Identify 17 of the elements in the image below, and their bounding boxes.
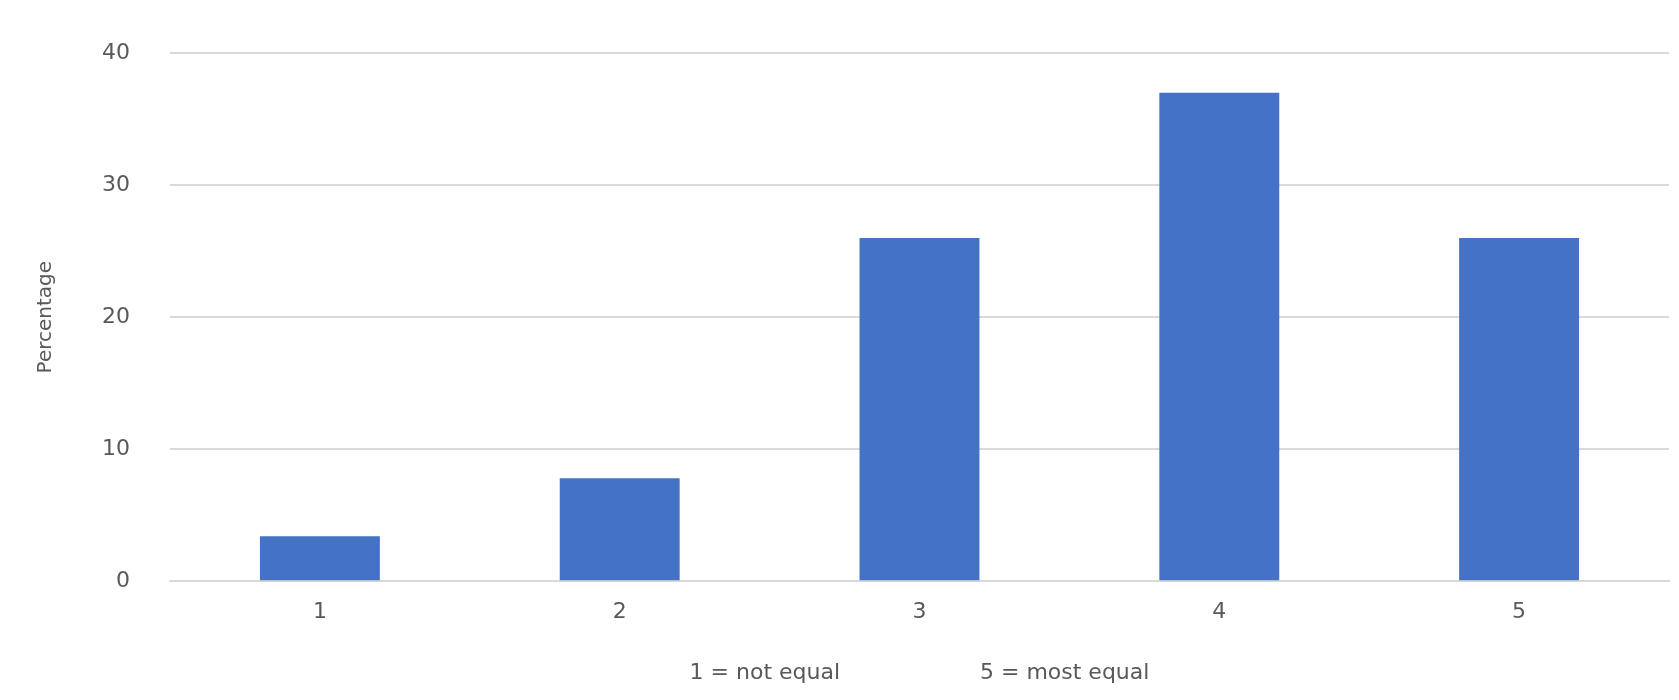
x-tick-label: 2 xyxy=(612,598,627,624)
bar xyxy=(859,238,980,581)
x-tick-label: 5 xyxy=(1512,598,1527,624)
y-tick-label: 40 xyxy=(101,38,130,64)
x-axis-title: 1 = not equal 5 = most equal xyxy=(689,658,1150,684)
bar xyxy=(259,536,380,581)
y-tick-label: 10 xyxy=(101,434,130,460)
bar xyxy=(1159,92,1280,581)
x-tick-label: 3 xyxy=(912,598,927,624)
bar xyxy=(1459,238,1580,581)
y-axis-title: Percentage xyxy=(32,260,57,374)
x-tick-label: 1 xyxy=(312,598,327,624)
y-tick-label: 20 xyxy=(101,302,130,328)
y-tick-label: 0 xyxy=(115,566,130,592)
bar xyxy=(559,478,680,581)
x-tick-label: 4 xyxy=(1212,598,1227,624)
y-tick-label: 30 xyxy=(101,170,130,196)
